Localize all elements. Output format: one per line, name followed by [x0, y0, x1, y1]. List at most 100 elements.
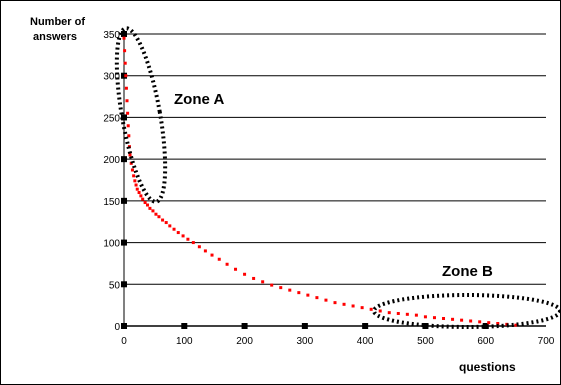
data-point-0-19	[141, 197, 145, 201]
y-tick-mark-350	[121, 31, 127, 37]
data-point-0-13	[132, 174, 136, 178]
data-point-0-67	[487, 321, 491, 325]
data-point-0-42	[261, 280, 265, 284]
data-point-0-58	[405, 312, 409, 316]
x-tick-mark-300	[301, 323, 308, 329]
zone-a-label: Zone A	[174, 91, 224, 108]
y-tick-label-300: 300	[103, 72, 120, 83]
data-point-0-5	[125, 99, 129, 103]
data-point-0-40	[243, 272, 247, 276]
data-point-0-10	[128, 153, 132, 157]
x-tick-mark-600	[482, 323, 489, 329]
data-point-0-65	[469, 319, 473, 323]
data-point-0-54	[369, 307, 373, 311]
zone-b-label: Zone B	[442, 263, 493, 280]
y-axis-label-line-1: Number of	[30, 16, 85, 28]
data-point-0-45	[288, 288, 292, 292]
data-point-0-24	[154, 212, 158, 216]
data-point-0-60	[423, 315, 427, 319]
y-tick-label-50: 50	[109, 280, 121, 291]
data-point-0-32	[186, 237, 190, 241]
data-point-0-0	[122, 36, 126, 40]
data-point-0-62	[442, 316, 446, 320]
data-point-0-29	[172, 227, 176, 231]
data-point-0-57	[396, 311, 400, 315]
data-point-0-52	[351, 304, 355, 308]
x-tick-label-500: 500	[417, 336, 434, 347]
data-point-0-28	[168, 224, 172, 228]
data-point-0-16	[135, 187, 139, 191]
data-point-0-3	[124, 74, 128, 78]
data-point-0-4	[124, 86, 128, 90]
y-tick-label-200: 200	[103, 155, 120, 166]
y-tick-mark-150	[121, 197, 127, 204]
axes	[123, 34, 546, 327]
data-point-0-50	[333, 301, 337, 305]
data-point-0-61	[432, 316, 436, 320]
data-point-0-12	[130, 168, 134, 172]
data-point-0-59	[414, 313, 418, 317]
data-point-0-22	[148, 206, 152, 210]
y-tick-mark-100	[121, 239, 127, 246]
data-point-0-68	[496, 321, 500, 325]
data-point-0-56	[387, 311, 391, 315]
data-point-0-18	[139, 194, 143, 198]
data-point-0-43	[270, 283, 274, 287]
data-point-0-51	[342, 302, 346, 306]
y-tick-label-150: 150	[103, 197, 120, 208]
x-tick-label-600: 600	[477, 336, 494, 347]
data-point-0-25	[157, 215, 161, 219]
data-point-0-63	[451, 317, 455, 321]
y-tick-label-0: 0	[114, 322, 120, 333]
y-axis-label-line-2: answers	[33, 31, 77, 43]
x-axis-label: questions	[459, 360, 516, 374]
y-tick-mark-200	[121, 156, 127, 163]
data-point-0-44	[279, 286, 283, 290]
x-tick-mark-200	[241, 323, 248, 329]
x-tick-mark-500	[422, 323, 429, 329]
data-point-0-7	[126, 124, 130, 128]
data-point-0-6	[126, 111, 130, 115]
x-tick-label-300: 300	[297, 336, 314, 347]
data-point-0-33	[191, 241, 195, 245]
data-point-0-70	[514, 323, 518, 327]
x-tick-label-0: 0	[121, 336, 127, 347]
data-point-0-2	[123, 61, 127, 65]
x-tick-mark-100	[181, 323, 188, 329]
data-point-0-14	[133, 179, 137, 183]
x-tick-mark-0	[121, 323, 127, 329]
data-point-0-36	[210, 253, 214, 257]
y-tick-mark-50	[121, 281, 127, 288]
data-point-0-53	[360, 306, 364, 310]
data-point-0-23	[151, 209, 155, 213]
zone-b-ellipse	[372, 293, 561, 329]
data-point-0-15	[134, 183, 138, 187]
data-point-0-34	[197, 245, 201, 249]
data-point-0-66	[478, 320, 482, 324]
data-point-0-17	[137, 191, 141, 195]
data-point-0-49	[324, 298, 328, 302]
zone-annotations	[114, 26, 561, 329]
data-point-0-20	[143, 201, 147, 205]
y-tick-label-350: 350	[103, 30, 120, 41]
zone-a-ellipse	[114, 26, 168, 204]
x-axis-ticks: 0 100 200 300 400 500 600 700	[121, 323, 555, 347]
x-tick-label-700: 700	[538, 336, 555, 347]
data-point-0-31	[181, 234, 185, 238]
data-point-0-39	[234, 267, 238, 271]
x-tick-label-400: 400	[357, 336, 374, 347]
data-point-0-21	[146, 203, 150, 207]
data-point-0-1	[123, 49, 127, 53]
data-point-0-48	[315, 296, 319, 300]
data-point-0-30	[176, 231, 180, 235]
data-point-0-46	[297, 291, 301, 295]
y-tick-label-100: 100	[103, 239, 120, 250]
x-tick-label-200: 200	[236, 336, 253, 347]
y-tick-label-250: 250	[103, 113, 120, 124]
data-point-0-47	[306, 293, 310, 297]
data-point-0-55	[378, 309, 382, 313]
data-point-0-26	[161, 218, 165, 222]
data-point-0-41	[252, 276, 256, 280]
